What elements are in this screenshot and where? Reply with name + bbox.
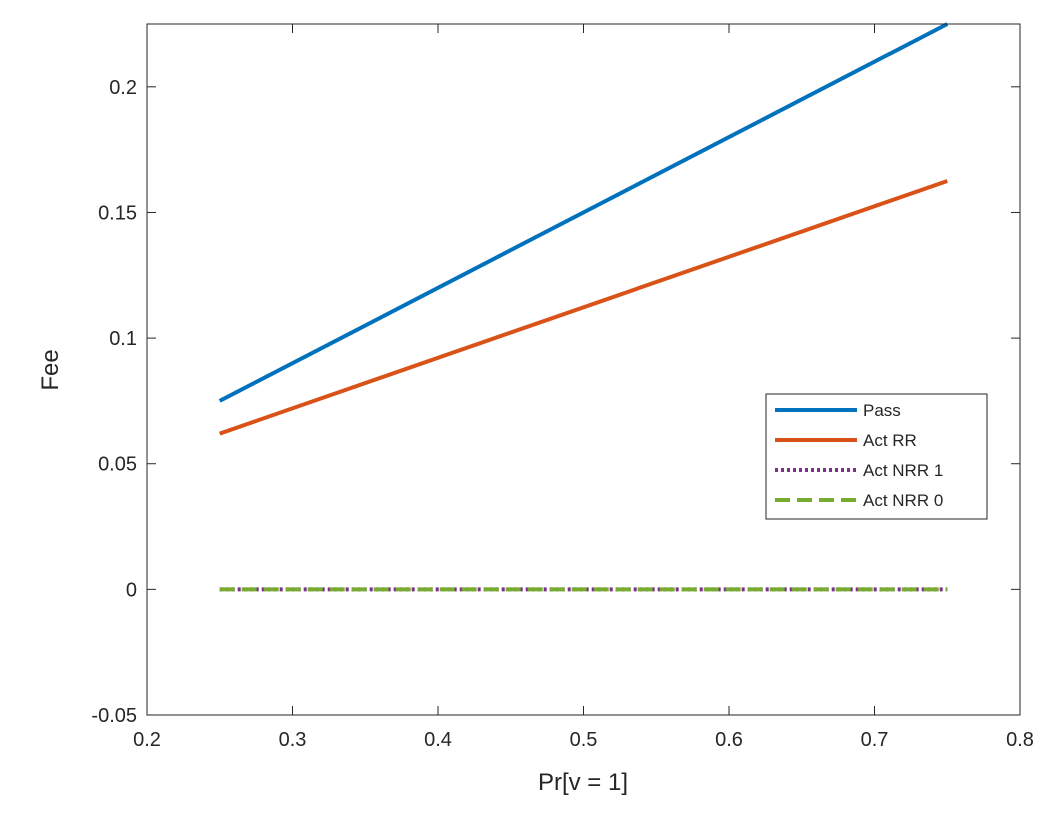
series-line-0 (218, 22, 949, 403)
legend-label-0: Pass (863, 401, 901, 420)
y-tick-label: 0.05 (98, 454, 137, 476)
x-axis-label: Pr[v = 1] (538, 769, 628, 796)
x-tick-label: 0.8 (1006, 729, 1034, 751)
series-line-1 (219, 179, 948, 436)
legend: Pass Act RR Act NRR 1 Act NRR 0 (765, 393, 988, 520)
x-axis-ticks: 0.2 0.3 0.4 0.5 0.6 0.7 0.8 (133, 24, 1034, 751)
y-tick-label: 0.1 (109, 328, 137, 350)
y-tick-label: -0.05 (91, 705, 137, 727)
x-tick-label: 0.6 (715, 729, 743, 751)
legend-label-1: Act RR (863, 431, 917, 450)
x-tick-label: 0.2 (133, 729, 161, 751)
x-tick-label: 0.7 (861, 729, 889, 751)
y-axis-label: Fee (37, 349, 64, 390)
x-tick-label: 0.3 (279, 729, 307, 751)
y-tick-label: 0.15 (98, 202, 137, 224)
y-axis-ticks: -0.05 0 0.05 0.1 0.15 0.2 (91, 77, 1020, 727)
x-tick-label: 0.5 (570, 729, 598, 751)
legend-label-3: Act NRR 0 (863, 491, 943, 510)
legend-label-2: Act NRR 1 (863, 461, 943, 480)
x-tick-label: 0.4 (424, 729, 452, 751)
y-tick-label: 0.2 (109, 77, 137, 99)
plot-lines (218, 22, 949, 592)
y-tick-label: 0 (126, 579, 137, 601)
